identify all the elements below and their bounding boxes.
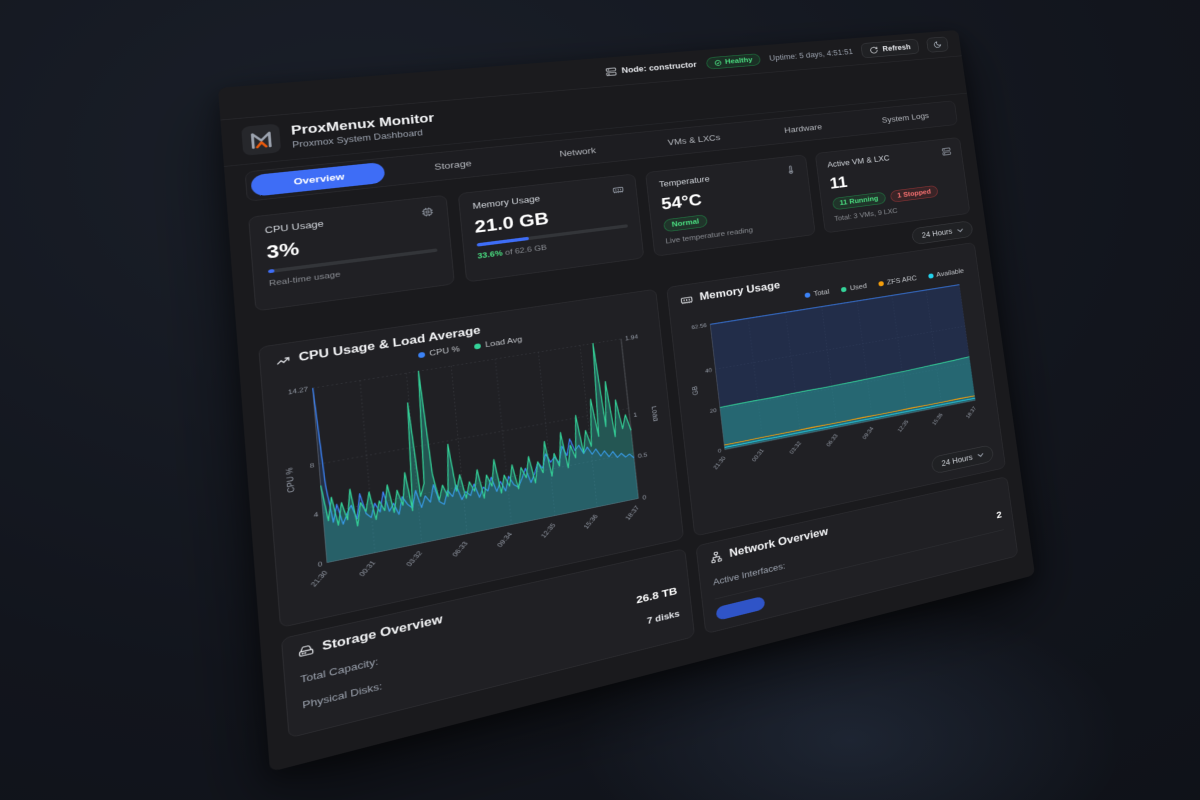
health-badge: Healthy [705,53,761,70]
node-label: Node: constructor [621,60,698,75]
server-stack-icon [941,147,951,157]
temperature-card-title: Temperature [658,174,711,190]
legend-label: Used [849,282,868,293]
x-tick-label: 09:34 [495,531,514,549]
axis-tick: 0 [318,560,323,569]
cpu-load-chart: 0 4 8 14.27 0 0.5 1 1.94 21:30 00:31 03:32 06:33 09:… [283,333,661,588]
x-tick-label: 03:32 [789,441,803,455]
legend-dot [418,351,426,359]
x-tick-label: 00:31 [357,559,377,577]
x-tick-label: 06:33 [450,540,469,558]
proxmenux-logo-icon [247,128,276,151]
cpu-icon [420,206,433,217]
refresh-icon [869,46,878,54]
node-indicator: Node: constructor [605,60,697,77]
y-axis-label: CPU % [283,467,296,494]
axis-tick: 1.94 [625,333,639,342]
refresh-button[interactable]: Refresh [860,38,920,59]
memory-progress-fill [476,236,529,247]
y-axis-right-label: Load [650,405,661,422]
memory-icon [612,184,624,195]
app-logo [241,123,282,156]
axis-tick: 1 [633,411,638,419]
trending-up-icon [275,353,291,367]
cpu-card-title: CPU Usage [264,218,325,236]
tab-network[interactable]: Network [558,145,597,159]
axis-tick: 4 [313,510,318,519]
server-icon [605,66,617,76]
network-icon [710,550,724,564]
x-tick-label: 12:35 [539,522,557,539]
memory-icon [680,293,694,306]
network-interfaces-value: 2 [995,509,1003,521]
legend-dot [927,273,934,279]
axis-tick: 0 [642,493,647,501]
tab-system-logs[interactable]: System Logs [881,111,930,125]
thermometer-icon [785,165,796,175]
axis-tick: 14.27 [288,385,309,396]
x-tick-label: 18:37 [624,504,641,521]
x-tick-label: 03:32 [404,550,424,568]
memory-chart-card: Memory Usage Total Used ZFS ARC Available 0… [666,242,1006,537]
axis-tick: 0 [718,448,722,454]
storage-disks-value: 7 disks [646,608,681,627]
tab-hardware[interactable]: Hardware [783,122,823,135]
x-tick-label: 00:31 [752,448,766,463]
vm-card-title: Active VM & LXC [826,153,891,170]
x-tick-label: 06:33 [826,433,839,447]
tab-storage[interactable]: Storage [433,158,472,172]
theme-toggle-button[interactable] [926,36,949,53]
y-axis-label: GB [691,385,700,396]
uptime-label: Uptime: 5 days, 4:51:51 [768,47,854,63]
charts-row: CPU Usage & Load Average CPU % Load Avg 0… [237,236,1019,633]
axis-tick: 0.5 [638,451,648,460]
vm-running-badge: 11 Running [831,191,887,211]
x-tick-label: 21:30 [309,569,330,588]
vm-stopped-badge: 1 Stopped [889,185,939,203]
x-tick-label: 15:36 [582,513,600,530]
x-tick-label: 12:35 [897,419,910,433]
legend-label: Total [813,288,830,298]
storage-capacity-value: 26.8 TB [635,585,678,607]
axis-tick: 20 [710,408,717,415]
memory-card-title: Memory Usage [472,194,541,212]
legend-dot [804,292,811,299]
chevron-down-icon [957,228,964,233]
memory-time-range-select[interactable]: 24 Hours [930,444,995,475]
tab-overview[interactable]: Overview [250,161,386,197]
hard-drive-icon [298,643,315,659]
legend-dot [878,280,885,287]
axis-tick: 40 [705,368,712,375]
x-tick-label: 21:30 [713,456,727,471]
x-tick-label: 15:36 [932,412,945,426]
series-area [710,284,976,450]
x-tick-label: 09:34 [862,426,875,440]
tab-vms-lxcs[interactable]: VMs & LXCs [667,132,721,148]
moon-icon [933,40,943,49]
dashboard-panel: Node: constructor Healthy Uptime: 5 days… [218,29,1036,773]
check-circle-icon [714,59,722,66]
series-area [312,338,639,563]
network-divider [714,529,1004,600]
interface-badge[interactable] [715,595,766,621]
chevron-down-icon [977,453,984,459]
temperature-status-badge: Normal [663,214,708,233]
cpu-load-chart-card: CPU Usage & Load Average CPU % Load Avg 0… [258,288,685,628]
memory-caption: 33.6% of 62.6 GB [477,243,548,261]
series-area [312,338,639,563]
app-title-block: ProxMenux Monitor Proxmox System Dashboa… [291,111,436,149]
legend-dot [474,343,482,350]
axis-tick: 62.56 [692,323,708,331]
cpu-progress-fill [267,268,275,274]
legend-dot [841,286,847,293]
x-tick-label: 18:37 [966,406,978,420]
axis-tick: 8 [309,461,314,470]
